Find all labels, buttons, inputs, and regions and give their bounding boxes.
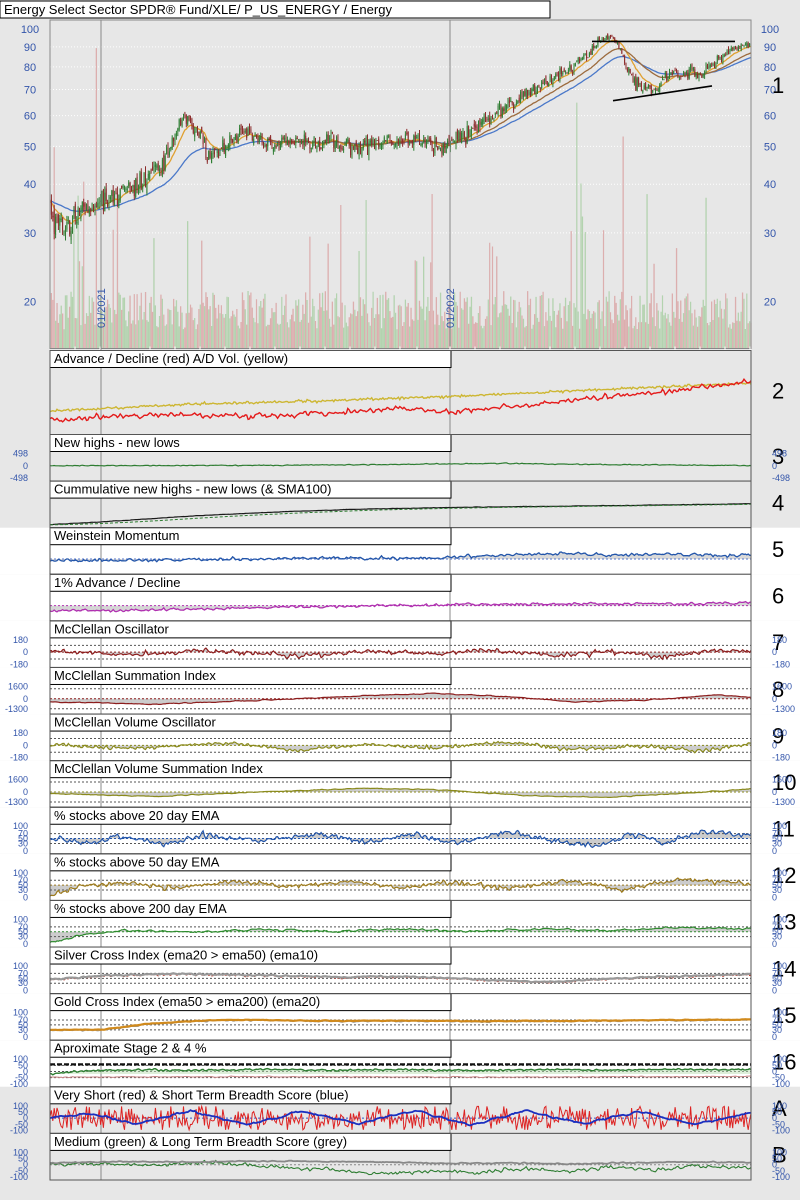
svg-text:0: 0 [772,647,777,657]
svg-text:Energy Select Sector SPDR® Fun: Energy Select Sector SPDR® Fund/XLE/ P_U… [4,2,392,17]
svg-text:Medium (green) & Long Term Bre: Medium (green) & Long Term Breadth Score… [54,1134,347,1149]
svg-text:0: 0 [23,647,28,657]
svg-text:498: 498 [13,449,28,459]
svg-text:1600: 1600 [8,682,28,692]
svg-text:-498: -498 [10,473,28,483]
svg-text:180: 180 [13,635,28,645]
svg-text:Very Short (red) & Short Term: Very Short (red) & Short Term Breadth Sc… [54,1087,349,1102]
svg-text:McClellan Oscillator: McClellan Oscillator [54,621,170,636]
svg-text:-100: -100 [772,1079,790,1089]
svg-text:Advance / Decline (red) A/D Vo: Advance / Decline (red) A/D Vol. (yellow… [54,351,288,366]
svg-text:60: 60 [764,111,776,123]
svg-text:30: 30 [24,228,36,240]
svg-text:50: 50 [764,141,776,153]
svg-text:80: 80 [764,62,776,74]
svg-text:McClellan Volume Oscillator: McClellan Volume Oscillator [54,715,217,730]
svg-text:2: 2 [772,379,784,404]
svg-text:0: 0 [772,787,777,797]
svg-text:1600: 1600 [8,775,28,785]
svg-text:20: 20 [24,297,36,309]
svg-text:% stocks above 200 day EMA: % stocks above 200 day EMA [54,901,227,916]
svg-text:0: 0 [772,461,777,471]
svg-text:-100: -100 [10,1079,28,1089]
svg-text:0: 0 [772,846,777,856]
svg-text:Silver Cross Index (ema20 > em: Silver Cross Index (ema20 > ema50) (ema1… [54,948,318,963]
svg-text:% stocks above 20 day EMA: % stocks above 20 day EMA [54,808,220,823]
svg-text:0: 0 [23,1032,28,1042]
svg-text:Gold Cross Index (ema50 > ema2: Gold Cross Index (ema50 > ema200) (ema20… [54,994,320,1009]
svg-text:180: 180 [772,635,787,645]
svg-text:180: 180 [772,728,787,738]
svg-text:40: 40 [764,179,776,191]
svg-text:-100: -100 [10,1125,28,1135]
svg-text:01/2021: 01/2021 [96,288,108,328]
svg-text:-1300: -1300 [5,704,28,714]
svg-text:1: 1 [772,73,784,98]
svg-text:4: 4 [772,490,784,515]
svg-text:0: 0 [23,892,28,902]
svg-text:90: 90 [24,42,36,54]
svg-text:McClellan Summation Index: McClellan Summation Index [54,668,216,683]
svg-text:6: 6 [772,584,784,609]
svg-text:-1300: -1300 [5,797,28,807]
svg-text:0: 0 [23,939,28,949]
svg-text:0: 0 [772,694,777,704]
svg-text:Weinstein Momentum: Weinstein Momentum [54,528,179,543]
svg-text:-180: -180 [10,660,28,670]
svg-text:0: 0 [772,939,777,949]
svg-text:-180: -180 [772,753,790,763]
svg-text:498: 498 [772,449,787,459]
svg-text:1% Advance / Decline: 1% Advance / Decline [54,575,180,590]
svg-text:01/2022: 01/2022 [445,288,457,328]
svg-text:0: 0 [772,892,777,902]
svg-text:-180: -180 [10,753,28,763]
svg-text:0: 0 [23,986,28,996]
svg-text:-100: -100 [10,1172,28,1182]
svg-text:180: 180 [13,728,28,738]
svg-text:0: 0 [23,461,28,471]
svg-text:-1300: -1300 [772,704,795,714]
svg-text:0: 0 [23,694,28,704]
svg-text:0: 0 [772,986,777,996]
svg-text:90: 90 [764,42,776,54]
svg-text:100: 100 [761,24,779,36]
svg-text:70: 70 [24,85,36,97]
svg-text:New highs - new lows: New highs - new lows [54,435,180,450]
svg-text:5: 5 [772,537,784,562]
svg-text:50: 50 [24,141,36,153]
svg-text:1600: 1600 [772,682,792,692]
svg-text:0: 0 [772,740,777,750]
svg-text:80: 80 [24,62,36,74]
svg-text:-100: -100 [772,1125,790,1135]
svg-text:-180: -180 [772,660,790,670]
svg-text:0: 0 [23,846,28,856]
svg-text:-100: -100 [772,1172,790,1182]
svg-text:60: 60 [24,111,36,123]
svg-text:Cummulative new highs - new lo: Cummulative new highs - new lows (& SMA1… [54,482,331,497]
svg-text:-498: -498 [772,473,790,483]
svg-text:% stocks above 50 day EMA: % stocks above 50 day EMA [54,854,220,869]
svg-text:40: 40 [24,179,36,191]
svg-text:100: 100 [21,24,39,36]
svg-text:1600: 1600 [772,775,792,785]
svg-text:30: 30 [764,228,776,240]
svg-text:Aproximate Stage 2 & 4 %: Aproximate Stage 2 & 4 % [54,1041,207,1056]
svg-text:0: 0 [23,740,28,750]
svg-text:McClellan Volume Summation Ind: McClellan Volume Summation Index [54,761,263,776]
svg-text:0: 0 [23,787,28,797]
svg-text:-1300: -1300 [772,797,795,807]
svg-text:0: 0 [772,1032,777,1042]
svg-text:20: 20 [764,297,776,309]
